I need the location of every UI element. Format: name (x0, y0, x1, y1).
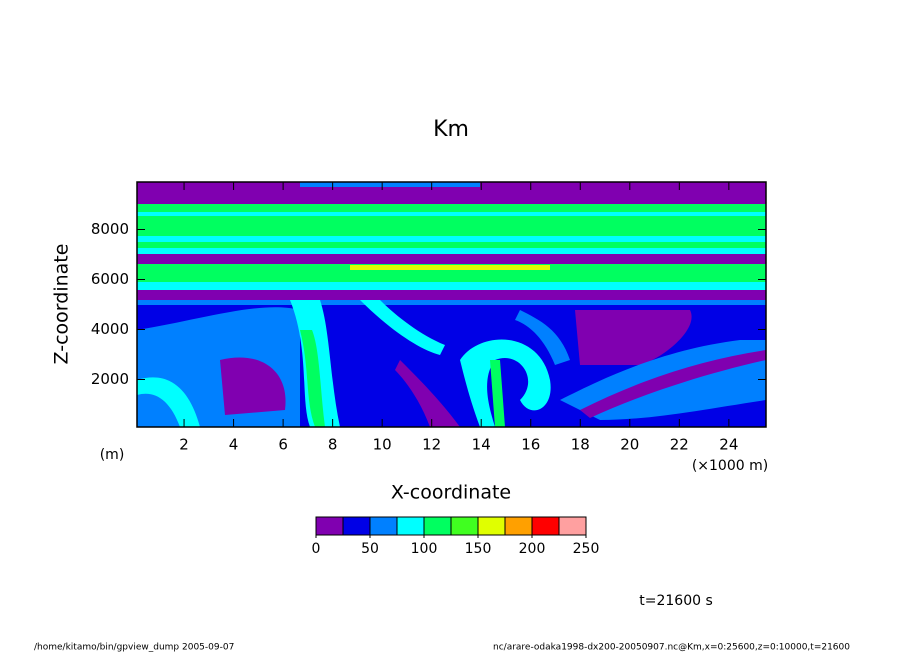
field-band (137, 282, 766, 290)
x-unit: (×1000 m) (692, 458, 768, 474)
colorbar-tick-label: 0 (312, 541, 321, 557)
y-axis-label: Z-coordinate (51, 244, 73, 365)
colorbar-swatch (531, 516, 560, 536)
colorbar-swatch (396, 516, 425, 536)
chart-title: Km (433, 117, 469, 142)
field-region (575, 310, 692, 365)
x-tick-label: 14 (472, 436, 491, 454)
field-band (137, 182, 766, 204)
field-region (515, 310, 570, 365)
colorbar-swatch (423, 516, 452, 536)
y-tick-label: 2000 (91, 370, 129, 388)
field-region (220, 357, 286, 415)
y-tick-label: 4000 (91, 320, 129, 338)
x-tick-label: 22 (670, 436, 689, 454)
y-tick-label: 8000 (91, 220, 129, 238)
y-tick-label: 6000 (91, 270, 129, 288)
field-region (137, 377, 200, 427)
field-band (137, 212, 766, 216)
colorbar-swatch (315, 516, 344, 536)
colorbar-tick-label: 150 (465, 541, 492, 557)
x-tick-label: 18 (571, 436, 590, 454)
x-axis-label: X-coordinate (391, 482, 511, 504)
x-tick-label: 8 (328, 436, 338, 454)
x-tick-label: 6 (278, 436, 288, 454)
field-region (460, 339, 551, 427)
x-tick-label: 16 (521, 436, 540, 454)
colorbar-tick-label: 250 (573, 541, 600, 557)
footer-right: nc/arare-odaka1998-dx200-20050907.nc@Km,… (493, 643, 850, 653)
colorbar-tick-label: 50 (361, 541, 379, 557)
field-region (490, 360, 505, 427)
x-tick-label: 10 (373, 436, 392, 454)
field-region (395, 360, 460, 427)
colorbar-tick-label: 100 (411, 541, 438, 557)
x-tick-label: 4 (229, 436, 239, 454)
colorbar-swatch (504, 516, 533, 536)
x-tick-label: 2 (179, 436, 189, 454)
colorbar-swatch (477, 516, 506, 536)
colorbar-swatch (450, 516, 479, 536)
plot-frame (136, 181, 767, 428)
colorbar-swatch (558, 516, 587, 536)
field-band (137, 204, 766, 254)
y-unit: (m) (100, 447, 125, 463)
field-region (300, 330, 325, 427)
field-band (137, 248, 766, 254)
field-band (300, 182, 480, 187)
x-tick-label: 12 (422, 436, 441, 454)
x-tick-label: 24 (719, 436, 738, 454)
field-band (137, 300, 766, 306)
colorbar-tick-label: 200 (519, 541, 546, 557)
field-band (350, 265, 550, 270)
colorbar-swatch (342, 516, 371, 536)
field-region (360, 300, 445, 355)
x-tick-label: 20 (620, 436, 639, 454)
field-band (137, 236, 766, 242)
contour-field (137, 182, 766, 427)
time-label: t=21600 s (639, 593, 713, 609)
field-region (580, 350, 766, 418)
field-band (137, 254, 766, 264)
colorbar-swatch (369, 516, 398, 536)
footer-left: /home/kitamo/bin/gpview_dump 2005-09-07 (34, 643, 234, 653)
